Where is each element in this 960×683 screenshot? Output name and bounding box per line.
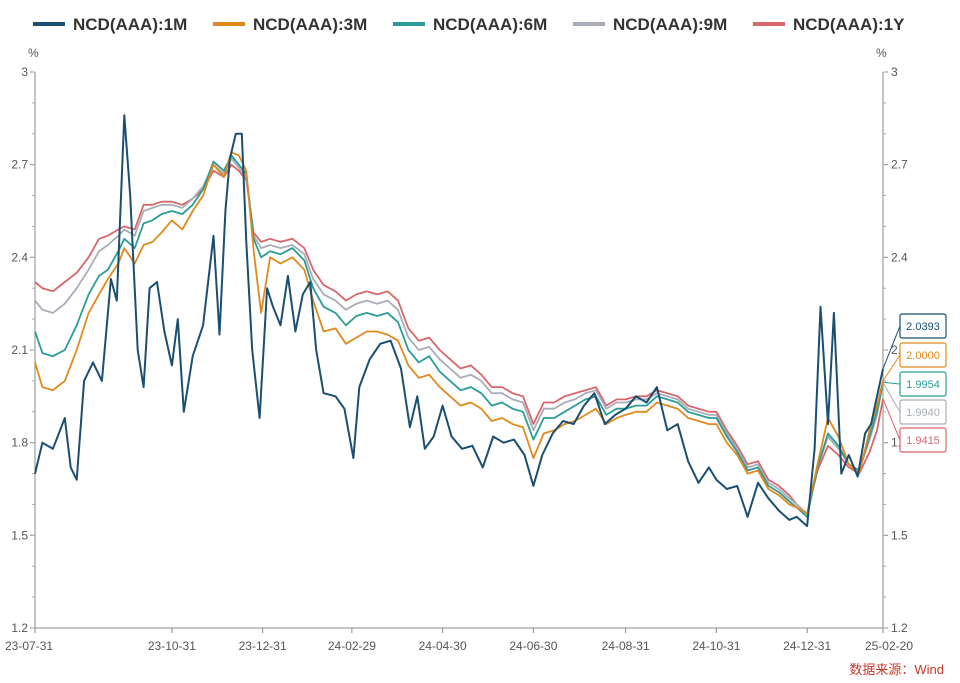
x-tick-label: 24-12-31	[783, 639, 831, 653]
end-label-leader	[882, 325, 901, 369]
y-tick-label-left: 2.1	[11, 343, 28, 357]
end-label-leader	[882, 382, 901, 413]
x-tick-label: 24-02-29	[328, 639, 376, 653]
axes: 1.2 1.21.5 1.51.8 1.82.1 2.12.4 2.42.7 2.73 323…	[5, 65, 913, 653]
legend-label: NCD(AAA):1M	[73, 15, 187, 34]
legend: NCD(AAA):1M NCD(AAA):3M NCD(AAA):6M NCD(AAA…	[33, 15, 905, 34]
y-tick-label-right: 2.4	[891, 250, 908, 264]
end-label-box	[899, 427, 947, 453]
x-tick-label: 23-12-31	[239, 639, 287, 653]
end-value-label: 2.0393	[906, 321, 940, 333]
x-tick-label: 23-07-31	[5, 639, 53, 653]
legend-label: NCD(AAA):9M	[613, 15, 727, 34]
end-label-box	[899, 342, 947, 368]
x-tick-label: 24-08-31	[602, 639, 650, 653]
x-tick-label: 24-04-30	[419, 639, 467, 653]
end-label-leader	[882, 354, 901, 382]
legend-label: NCD(AAA):3M	[253, 15, 367, 34]
series-line-ncd-aaa-3m	[34, 151, 884, 515]
y-tick-label-left: 1.8	[11, 436, 28, 450]
series-line-ncd-aaa-1y	[34, 163, 884, 515]
legend-label: NCD(AAA):1Y	[793, 15, 905, 34]
y-tick-label-right: 3	[891, 65, 898, 79]
end-value-labels: 2.0393 2.0000 1.9954 1.9940 1.9415	[882, 313, 947, 453]
end-label-box	[899, 313, 947, 339]
y-tick-label-left: 2.7	[11, 158, 28, 172]
end-label-box	[899, 371, 947, 397]
end-value-label: 2.0000	[906, 350, 940, 362]
end-label-leader	[882, 398, 901, 441]
x-tick-label: 25-02-20	[865, 639, 913, 653]
end-label-leader	[882, 381, 901, 385]
y-tick-label-left: 1.2	[11, 621, 28, 635]
series-line-ncd-aaa-1m	[34, 114, 884, 528]
end-value-label: 1.9415	[906, 435, 940, 447]
y-tick-label-right: 1.5	[891, 528, 908, 542]
series-lines	[34, 114, 884, 528]
end-label-box	[899, 399, 947, 425]
series-line-ncd-aaa-6m	[34, 154, 884, 518]
y-tick-label-left: 3	[21, 65, 28, 79]
end-value-label: 1.9954	[906, 379, 940, 391]
y-tick-label-left: 1.5	[11, 528, 28, 542]
series-line-ncd-aaa-9m	[34, 157, 884, 515]
y-tick-label-right: 1.2	[891, 621, 908, 635]
end-value-label: 1.9940	[906, 407, 940, 419]
y-axis-unit-left: %	[28, 46, 39, 60]
y-tick-label-left: 2.4	[11, 250, 28, 264]
x-tick-label: 24-06-30	[509, 639, 557, 653]
y-axis-unit-right: %	[876, 46, 887, 60]
data-source-note: 数据来源：Wind	[849, 662, 944, 677]
y-tick-label-right: 2.7	[891, 158, 908, 172]
x-tick-label: 23-10-31	[148, 639, 196, 653]
legend-label: NCD(AAA):6M	[433, 15, 547, 34]
x-tick-label: 24-10-31	[692, 639, 740, 653]
